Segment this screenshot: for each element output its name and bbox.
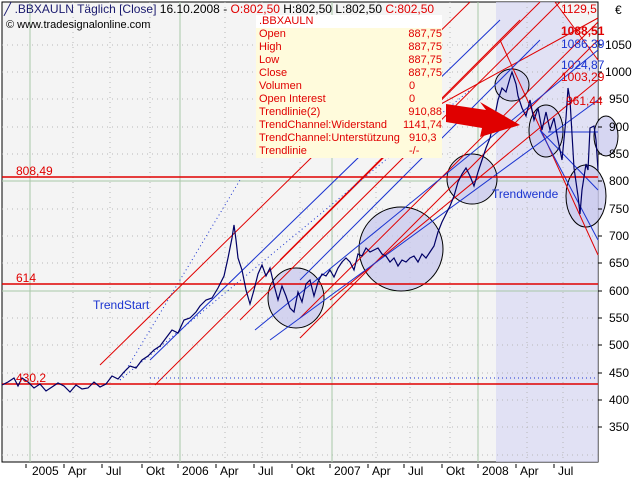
svg-text:750: 750 [609,202,629,216]
tooltip-row: Open 887,75 [259,28,442,40]
svg-text:950: 950 [609,92,629,106]
svg-text:350: 350 [609,420,629,434]
chart-header: ╱ .BBXAULN Täglich [Close] 16.10.2008 - … [4,2,435,16]
date-label: 16.10.2008 [159,2,220,16]
level-label-430: 430,2 [16,371,47,385]
svg-text:500: 500 [609,338,629,352]
svg-text:850: 850 [609,147,629,161]
horizontal-levels [2,176,598,385]
svg-text:Apr: Apr [372,464,391,478]
tooltip-title: .BBXAULN [256,15,442,28]
right-label: 1024,87 [561,58,605,72]
data-tooltip: .BBXAULN Open 887,75 High 887,75 Low 887,75… [256,15,442,158]
svg-text:Okt: Okt [146,464,165,478]
svg-text:2008: 2008 [482,464,509,478]
svg-text:400: 400 [609,393,629,407]
svg-text:Jul: Jul [258,464,273,478]
svg-text:600: 600 [609,284,629,298]
price-line [1,70,599,393]
svg-text:Jul: Jul [408,464,423,478]
high-value: H:802,50 [283,2,332,16]
svg-text:2005: 2005 [32,464,59,478]
right-label: 1129,5 [561,2,597,16]
level-label-614: 614 [16,271,37,285]
svg-text:Apr: Apr [220,464,239,478]
tooltip-row: Open Interest 0 [259,93,416,105]
tooltip-row: TrendChannel:Widerstand 1141,74 [259,119,442,131]
field-label: [Close] [119,2,157,16]
tooltip-row: Volumen 0 [259,80,416,92]
interval-label: Täglich [77,2,116,16]
tooltip-row: TrendChannel:Unterstützung 910,3 [259,132,437,144]
svg-text:Okt: Okt [446,464,465,478]
y-axis-labels: 1050 1000 950 900 850 800 750 700 650 60… [605,38,632,434]
close-value: C:802,50 [385,2,435,16]
tooltip-row: Trendlinie(2) 910,88 [259,106,442,118]
trendstart-annotation: TrendStart [93,298,150,312]
svg-text:2007: 2007 [334,464,361,478]
svg-text:900: 900 [609,120,629,134]
right-label: 1003,29 [561,70,605,84]
open-value: O:802,50 [230,2,280,16]
level-label-808: 808,49 [16,164,53,178]
svg-text:Apr: Apr [68,464,87,478]
svg-text:Apr: Apr [520,464,539,478]
svg-text:650: 650 [609,256,629,270]
right-label: 1088,51 [561,24,605,38]
svg-text:Jul: Jul [558,464,573,478]
svg-text:800: 800 [609,174,629,188]
svg-text:700: 700 [609,229,629,243]
svg-text:1050: 1050 [605,38,632,52]
right-label: 961,44 [566,94,603,108]
svg-text:1000: 1000 [605,65,632,79]
tooltip-row: High 887,75 [259,41,442,53]
line-chart-icon: ╱ [4,2,12,16]
x-axis-labels: 2005 Apr Jul Okt 2006 Apr Jul Okt 2007 A… [32,464,573,478]
svg-text:Jul: Jul [106,464,121,478]
tooltip-row: Low 887,75 [259,54,442,66]
currency-label: € [615,3,622,17]
right-label: 1086,39 [561,37,605,51]
trendwende-annotation: Trendwende [492,187,559,201]
svg-text:450: 450 [609,366,629,380]
tooltip-row: Trendlinie -/- [259,145,420,157]
symbol-label: .BBXAULN [14,2,74,16]
svg-text:2006: 2006 [182,464,209,478]
svg-text:Okt: Okt [296,464,315,478]
tooltip-row: Close 887,75 [259,67,442,79]
low-value: L:802,50 [335,2,383,16]
copyright: © www.tradesignalonline.com [6,19,151,31]
arrow-annotation [446,102,520,137]
svg-text:550: 550 [609,311,629,325]
